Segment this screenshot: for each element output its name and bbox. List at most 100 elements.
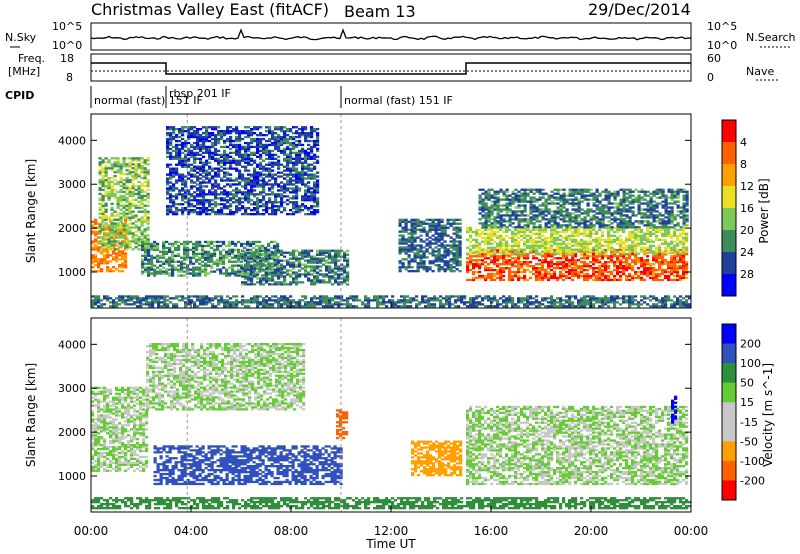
- range-gate-cell: [298, 161, 302, 164]
- range-gate-cell: [268, 167, 272, 170]
- range-gate-cell: [156, 256, 160, 259]
- range-gate-cell: [280, 265, 284, 268]
- range-gate-cell: [174, 242, 178, 246]
- range-gate-cell: [592, 228, 596, 232]
- range-gate-cell: [107, 186, 111, 190]
- range-gate-cell: [514, 242, 518, 245]
- range-gate-cell: [169, 151, 173, 154]
- range-gate-cell: [304, 155, 308, 158]
- range-gate-cell: [595, 255, 599, 258]
- range-gate-cell: [271, 141, 275, 145]
- range-gate-cell: [455, 252, 459, 255]
- range-gate-cell: [225, 252, 229, 255]
- range-gate-cell: [455, 222, 459, 225]
- range-gate-cell: [277, 167, 281, 170]
- range-gate-cell: [292, 147, 296, 151]
- range-gate-cell: [250, 187, 254, 190]
- range-gate-cell: [280, 199, 284, 202]
- range-gate-cell: [101, 206, 105, 209]
- range-gate-cell: [571, 278, 575, 282]
- range-gate-cell: [307, 273, 311, 276]
- range-gate-cell: [237, 264, 241, 267]
- range-gate-cell: [250, 132, 254, 135]
- range-gate-cell: [619, 249, 623, 252]
- range-gate-cell: [652, 232, 656, 235]
- range-gate-cell: [559, 274, 563, 278]
- range-gate-cell: [481, 274, 485, 278]
- range-gate-cell: [313, 197, 317, 200]
- range-gate-cell: [205, 147, 209, 151]
- range-gate-cell: [316, 211, 320, 214]
- range-gate-cell: [226, 153, 230, 156]
- range-gate-cell: [472, 270, 476, 274]
- range-gate-cell: [523, 257, 527, 260]
- range-gate-cell: [295, 205, 299, 208]
- range-gate-cell: [655, 257, 659, 260]
- range-gate-cell: [307, 143, 311, 147]
- range-gate-cell: [165, 272, 169, 275]
- range-gate-cell: [128, 161, 132, 164]
- range-gate-cell: [307, 277, 311, 280]
- range-gate-cell: [484, 224, 488, 227]
- range-gate-cell: [143, 218, 147, 221]
- range-gate-cell: [437, 256, 441, 259]
- range-gate-cell: [198, 244, 202, 248]
- range-gate-cell: [499, 278, 503, 282]
- range-gate-cell: [667, 267, 671, 270]
- range-gate-cell: [125, 157, 129, 160]
- range-gate-cell: [193, 134, 197, 137]
- range-gate-cell: [631, 253, 635, 256]
- range-gate-cell: [455, 230, 459, 233]
- range-gate-cell: [156, 242, 160, 246]
- range-gate-cell: [544, 250, 548, 253]
- range-gate-cell: [289, 197, 293, 200]
- range-gate-cell: [235, 191, 239, 194]
- range-gate-cell: [159, 260, 163, 263]
- range-gate-cell: [478, 246, 482, 249]
- range-gate-cell: [434, 260, 438, 263]
- range-gate-cell: [628, 263, 632, 266]
- cpid-segment-label: normal (fast) 151 IF: [344, 94, 453, 107]
- range-gate-cell: [166, 134, 170, 137]
- range-gate-cell: [141, 248, 145, 251]
- range-gate-cell: [110, 232, 114, 235]
- range-gate-cell: [502, 270, 506, 274]
- range-gate-cell: [568, 259, 572, 262]
- range-gate-cell: [143, 163, 147, 166]
- range-gate-cell: [310, 135, 314, 139]
- range-gate-cell: [550, 244, 554, 247]
- range-gate-cell: [210, 252, 214, 255]
- range-gate-cell: [526, 255, 530, 258]
- range-gate-cell: [280, 195, 284, 198]
- date-label: 29/Dec/2014: [588, 0, 691, 19]
- range-gate-cell: [571, 261, 575, 264]
- range-gate-cell: [205, 159, 209, 162]
- range-gate-cell: [532, 228, 536, 232]
- range-gate-cell: [685, 265, 689, 268]
- range-gate-cell: [235, 151, 239, 154]
- range-gate-cell: [222, 254, 226, 257]
- range-gate-cell: [550, 246, 554, 249]
- cpid-label: CPID: [5, 89, 34, 102]
- range-gate-cell: [419, 230, 423, 233]
- range-gate-cell: [184, 149, 188, 153]
- range-gate-cell: [428, 260, 432, 263]
- range-gate-cell: [310, 213, 314, 216]
- range-gate-cell: [122, 196, 126, 199]
- range-gate-cell: [514, 240, 518, 243]
- range-gate-cell: [673, 250, 677, 253]
- range-gate-cell: [496, 246, 500, 249]
- range-gate-cell: [214, 213, 218, 216]
- range-gate-cell: [247, 197, 251, 200]
- range-gate-cell: [118, 254, 122, 257]
- range-gate-cell: [580, 240, 584, 243]
- range-gate-cell: [682, 276, 686, 280]
- range-gate-cell: [487, 234, 491, 237]
- range-gate-cell: [304, 267, 308, 270]
- range-gate-cell: [210, 254, 214, 257]
- range-gate-cell: [313, 201, 317, 204]
- range-gate-cell: [205, 171, 209, 174]
- range-gate-cell: [146, 192, 150, 196]
- range-gate-cell: [175, 213, 179, 216]
- range-gate-cell: [190, 134, 194, 137]
